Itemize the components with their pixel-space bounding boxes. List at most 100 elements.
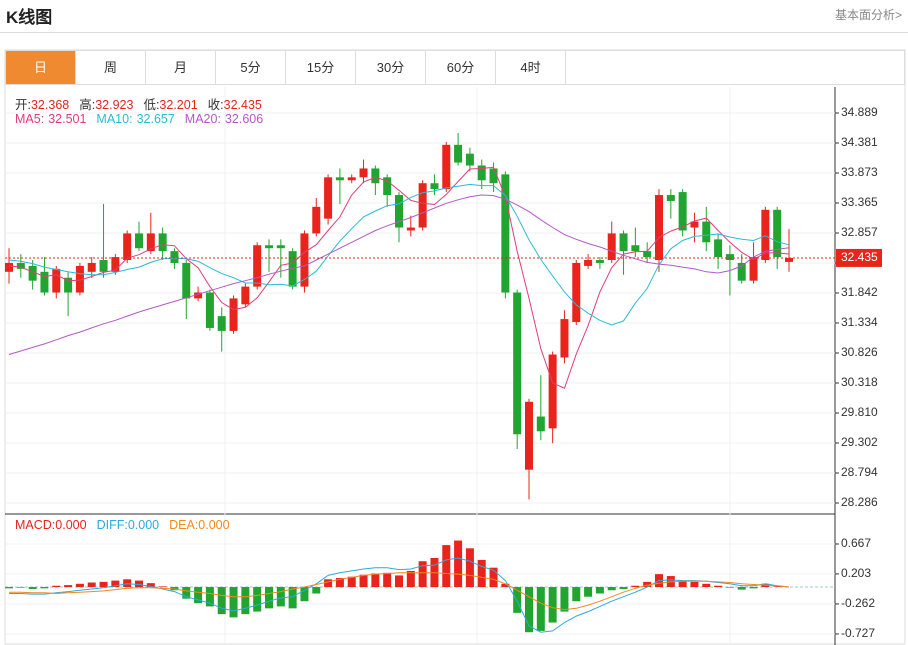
period-tab[interactable]: 周 [76, 51, 146, 84]
candle-body [619, 233, 628, 252]
candle-body [75, 265, 84, 293]
candle-body [678, 192, 687, 231]
candle-body [737, 262, 746, 281]
macd-line [9, 572, 790, 611]
candle-body [288, 251, 297, 287]
candle-body [525, 401, 533, 470]
period-tabs: 日周月 5分 15分 30分 60分 4时 [5, 50, 905, 85]
macd-bar [643, 581, 652, 588]
period-tab[interactable]: 60分 [426, 51, 496, 84]
ma-label: MA10: [96, 112, 133, 126]
candle-body [135, 233, 143, 249]
macd-bar [714, 585, 723, 588]
candle-body [371, 168, 380, 184]
y-tick-label: 29.302 [841, 435, 878, 449]
macd-bar [75, 583, 84, 588]
macd-bar [217, 587, 226, 615]
macd-bar [158, 586, 167, 588]
period-tab[interactable]: 5分 [216, 51, 286, 84]
candle-body [52, 268, 61, 293]
page-title: K线图 [6, 8, 53, 27]
macd-bar [536, 587, 545, 631]
macd-bar [501, 583, 510, 588]
candle-body [406, 227, 415, 231]
candle-body [595, 260, 604, 263]
candle-body [158, 233, 167, 252]
macd-bar [300, 587, 309, 602]
period-tab[interactable]: 4时 [496, 51, 566, 84]
analysis-link[interactable]: 基本面分析> [834, 8, 902, 22]
info-value: 32.368 [30, 98, 70, 112]
last-price-box [836, 248, 882, 267]
candle-body [785, 257, 793, 262]
macd-bar [702, 583, 711, 588]
candle-body [548, 354, 557, 429]
candle-body [465, 153, 474, 166]
candle-body [5, 262, 13, 272]
y-tick-label: 34.381 [841, 135, 878, 149]
macd-bar [525, 587, 533, 633]
candle-body [395, 195, 403, 228]
candle-body [536, 416, 545, 432]
period-tab[interactable]: 日 [6, 51, 76, 84]
macd-bar [678, 580, 687, 588]
ma-line [8, 194, 790, 355]
candle-body [300, 233, 309, 287]
candle-body [702, 221, 711, 243]
macd-value: 0.000 [55, 518, 87, 532]
candle-body [40, 271, 49, 293]
y-tick-label: 32.857 [841, 225, 878, 239]
candle-body [761, 209, 770, 261]
macd-bar [454, 540, 463, 588]
macd-bar [241, 587, 250, 615]
macd-bar [205, 587, 214, 607]
macd-bar [395, 575, 403, 588]
macd-bar [477, 559, 486, 588]
macd-bar [87, 582, 96, 588]
candle-body [560, 319, 569, 358]
ma-info: MA5: 32.501 MA10: 32.657 MA20: 32.606 [15, 112, 273, 126]
y-tick-label: 33.365 [841, 195, 878, 209]
y-tick-label: 0.667 [841, 536, 871, 550]
macd-value: 0.000 [198, 518, 230, 532]
candle-body [477, 165, 486, 181]
y-tick-label: 30.318 [841, 375, 878, 389]
macd-bar [99, 581, 108, 588]
candle-body [607, 233, 616, 261]
period-tab[interactable]: 月 [146, 51, 216, 84]
macd-bar [28, 587, 37, 589]
candle-body [253, 245, 262, 287]
macd-bar [324, 579, 333, 588]
candle-body [265, 245, 273, 249]
period-tab[interactable]: 15分 [286, 51, 356, 84]
macd-bar [560, 587, 569, 612]
y-tick-label: 30.826 [841, 345, 878, 359]
macd-info: MACD:0.000 DIFF:0.000 DEA:0.000 [15, 518, 240, 532]
candle-body [430, 183, 439, 190]
y-tick-label: 34.889 [841, 105, 878, 119]
period-tab[interactable]: 30分 [356, 51, 426, 84]
ma-label: MA20: [184, 112, 221, 126]
candle-body [584, 260, 593, 266]
macd-bar [406, 570, 415, 588]
info-label: 高: [79, 98, 96, 112]
macd-bar [737, 587, 746, 590]
candle-body [454, 144, 463, 163]
ma-line [8, 183, 790, 326]
candle-body [87, 262, 96, 272]
candle-body [690, 221, 699, 228]
candle-body [146, 233, 155, 252]
macd-bar [619, 587, 628, 589]
macd-bar [194, 587, 203, 604]
macd-bar [111, 580, 120, 588]
candle-body [643, 251, 652, 258]
info-value: 32.923 [95, 98, 134, 112]
macd-label: MACD: [15, 518, 56, 532]
macd-label: DEA: [169, 518, 199, 532]
macd-bar [418, 561, 427, 588]
candle-body [16, 262, 25, 269]
macd-bar [442, 545, 451, 588]
y-tick-label: -0.262 [841, 596, 875, 610]
